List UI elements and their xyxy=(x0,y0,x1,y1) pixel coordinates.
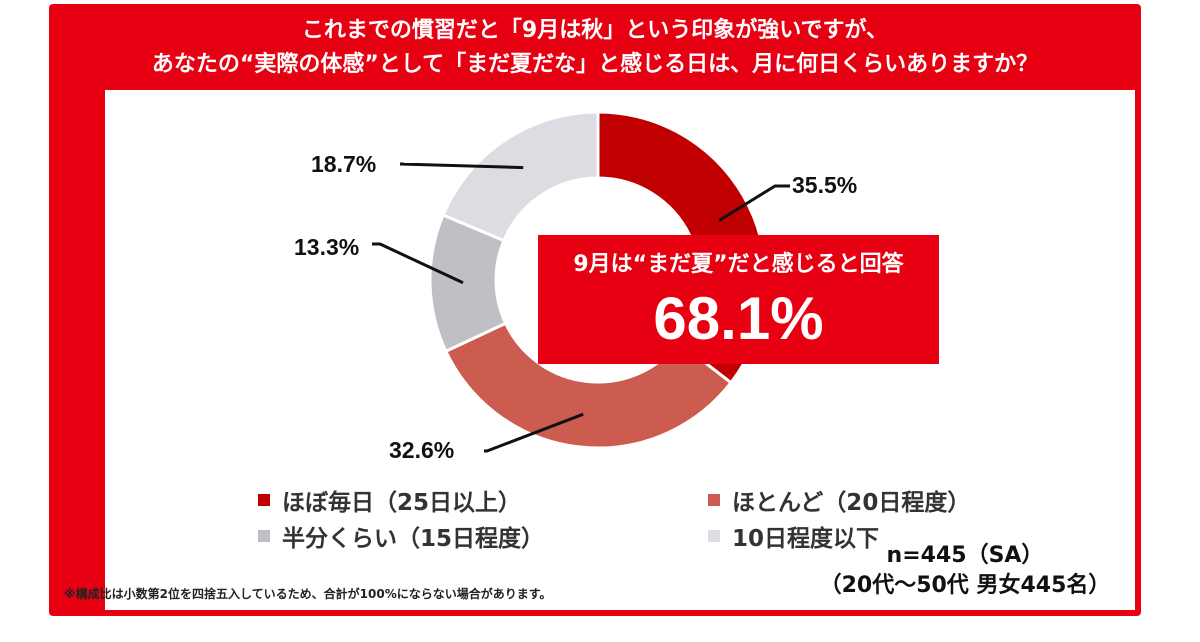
sample-size-line-1: n=445（SA） xyxy=(886,543,1044,568)
legend-swatch xyxy=(708,494,720,506)
slice-ten-or-less xyxy=(441,110,600,243)
legend-item-every-day: ほぼ毎日（25日以上） xyxy=(258,483,521,517)
legend-label: 半分くらい（15日程度） xyxy=(282,526,545,552)
legend-swatch xyxy=(708,530,720,542)
slice-label-half: 13.3% xyxy=(294,234,360,260)
chart-legend: ほぼ毎日（25日以上） ほとんど（20日程度） 半分くらい（15日程度） 10日… xyxy=(258,483,1058,553)
title-line-1: これまでの慣習だと「9月は秋」という印象が強いですが、 xyxy=(301,18,889,43)
footnote: ※構成比は小数第2位を四捨五入しているため、合計が100%にならない場合がありま… xyxy=(64,587,552,601)
legend-item-half: 半分くらい（15日程度） xyxy=(258,519,544,553)
callout-label: 9月は“まだ夏”だと感じると回答 xyxy=(573,252,904,277)
sample-size: n=445（SA） （20代～50代 男女445名） xyxy=(800,541,1130,601)
legend-item-mostly: ほとんど（20日程度） xyxy=(708,483,970,517)
leader-mostly xyxy=(484,412,584,453)
leader-ten-or-less xyxy=(399,162,524,170)
leader-half xyxy=(372,242,464,285)
legend-label: ほぼ毎日（25日以上） xyxy=(282,490,522,516)
legend-label: ほとんど（20日程度） xyxy=(732,490,971,516)
leader-every-day xyxy=(718,184,790,222)
legend-item-ten-or-less: 10日程度以下 xyxy=(708,519,879,553)
sample-size-line-2: （20代～50代 男女445名） xyxy=(819,573,1111,598)
slice-label-every-day: 35.5% xyxy=(792,172,858,198)
legend-swatch xyxy=(258,530,270,542)
legend-swatch xyxy=(258,494,270,506)
callout-value: 68.1% xyxy=(653,285,824,352)
chart-title: これまでの慣習だと「9月は秋」という印象が強いですが、 あなたの“実際の体感”と… xyxy=(49,4,1141,90)
slice-mostly xyxy=(443,321,734,450)
legend-label: 10日程度以下 xyxy=(732,526,880,552)
slice-label-ten-or-less: 18.7% xyxy=(311,151,377,177)
summary-callout: 9月は“まだ夏”だと感じると回答 68.1% xyxy=(538,235,939,364)
title-line-2: あなたの“実際の体感”として「まだ夏だな」と感じる日は、月に何日くらいありますか… xyxy=(151,52,1039,77)
slice-label-mostly: 32.6% xyxy=(389,437,455,463)
